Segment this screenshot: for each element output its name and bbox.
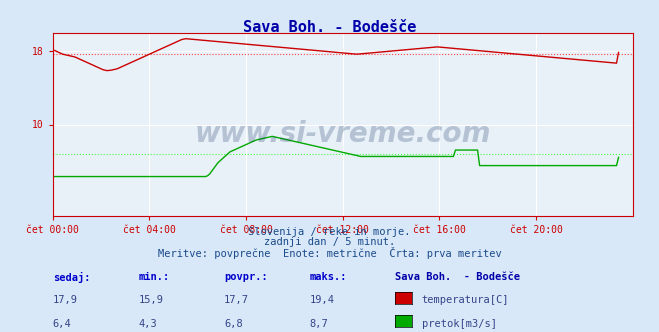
Text: pretok[m3/s]: pretok[m3/s]	[422, 319, 497, 329]
Text: www.si-vreme.com: www.si-vreme.com	[194, 120, 491, 148]
Text: 8,7: 8,7	[310, 319, 328, 329]
Text: 4,3: 4,3	[138, 319, 157, 329]
Text: 17,7: 17,7	[224, 295, 249, 305]
Text: 17,9: 17,9	[53, 295, 78, 305]
Text: Meritve: povprečne  Enote: metrične  Črta: prva meritev: Meritve: povprečne Enote: metrične Črta:…	[158, 247, 501, 259]
Text: 6,4: 6,4	[53, 319, 71, 329]
Text: min.:: min.:	[138, 272, 169, 282]
Text: Slovenija / reke in morje.: Slovenija / reke in morje.	[248, 227, 411, 237]
Text: Sava Boh. - Bodešče: Sava Boh. - Bodešče	[243, 20, 416, 35]
Text: maks.:: maks.:	[310, 272, 347, 282]
Text: Sava Boh.  - Bodešče: Sava Boh. - Bodešče	[395, 272, 521, 282]
Text: 19,4: 19,4	[310, 295, 335, 305]
Text: povpr.:: povpr.:	[224, 272, 268, 282]
Text: 6,8: 6,8	[224, 319, 243, 329]
Text: zadnji dan / 5 minut.: zadnji dan / 5 minut.	[264, 237, 395, 247]
Text: temperatura[C]: temperatura[C]	[422, 295, 509, 305]
Text: 15,9: 15,9	[138, 295, 163, 305]
Text: sedaj:: sedaj:	[53, 272, 90, 283]
